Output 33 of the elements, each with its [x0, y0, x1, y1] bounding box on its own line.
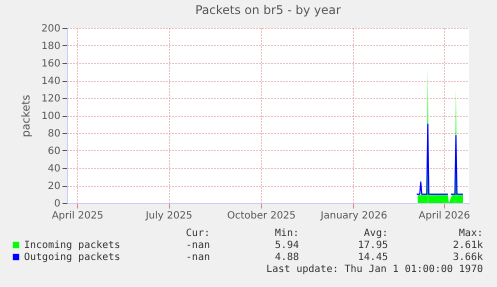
- y-tick-label: 60: [48, 146, 60, 157]
- text: 2.61k: [452, 240, 483, 251]
- y-axis-title: packets: [19, 94, 32, 138]
- y-tick-label: 20: [48, 181, 60, 192]
- legend-label: Incoming packets: [24, 240, 120, 251]
- y-tick-label: 160: [41, 58, 60, 70]
- text: 14.45: [358, 252, 388, 263]
- text: 4.88: [274, 252, 299, 263]
- text: Cur:: [186, 228, 210, 239]
- text: 17.95: [358, 240, 388, 251]
- text: -nan: [186, 240, 210, 251]
- x-tick-label: April 2025: [52, 210, 104, 222]
- y-tick-label: 40: [48, 164, 60, 174]
- y-tick-label: 140: [41, 76, 60, 87]
- x-tick-label: April 2026: [418, 210, 470, 222]
- text: 5.94: [274, 240, 299, 251]
- text: -nan: [186, 252, 210, 263]
- x-tick-label: July 2025: [144, 210, 192, 222]
- x-tick-label: January 2026: [320, 210, 388, 222]
- y-tick-label: 200: [41, 24, 60, 34]
- chart-title: Packets on br5 - by year: [195, 3, 341, 17]
- y-tick-label: 100: [41, 111, 60, 122]
- y-tick-label: 80: [48, 128, 60, 140]
- x-tick-label: October 2025: [227, 210, 296, 222]
- text: Min:: [274, 228, 299, 239]
- text: Last update: Thu Jan 1 01:00:00 1970: [266, 264, 483, 275]
- y-tick-label: 0: [54, 198, 60, 210]
- y-tick-label: 180: [41, 41, 60, 52]
- legend-label: Outgoing packets: [24, 252, 120, 263]
- text: Max:: [458, 228, 483, 239]
- y-tick-label: 120: [41, 94, 60, 104]
- text: 3.66k: [452, 252, 483, 263]
- text: Avg:: [364, 228, 388, 239]
